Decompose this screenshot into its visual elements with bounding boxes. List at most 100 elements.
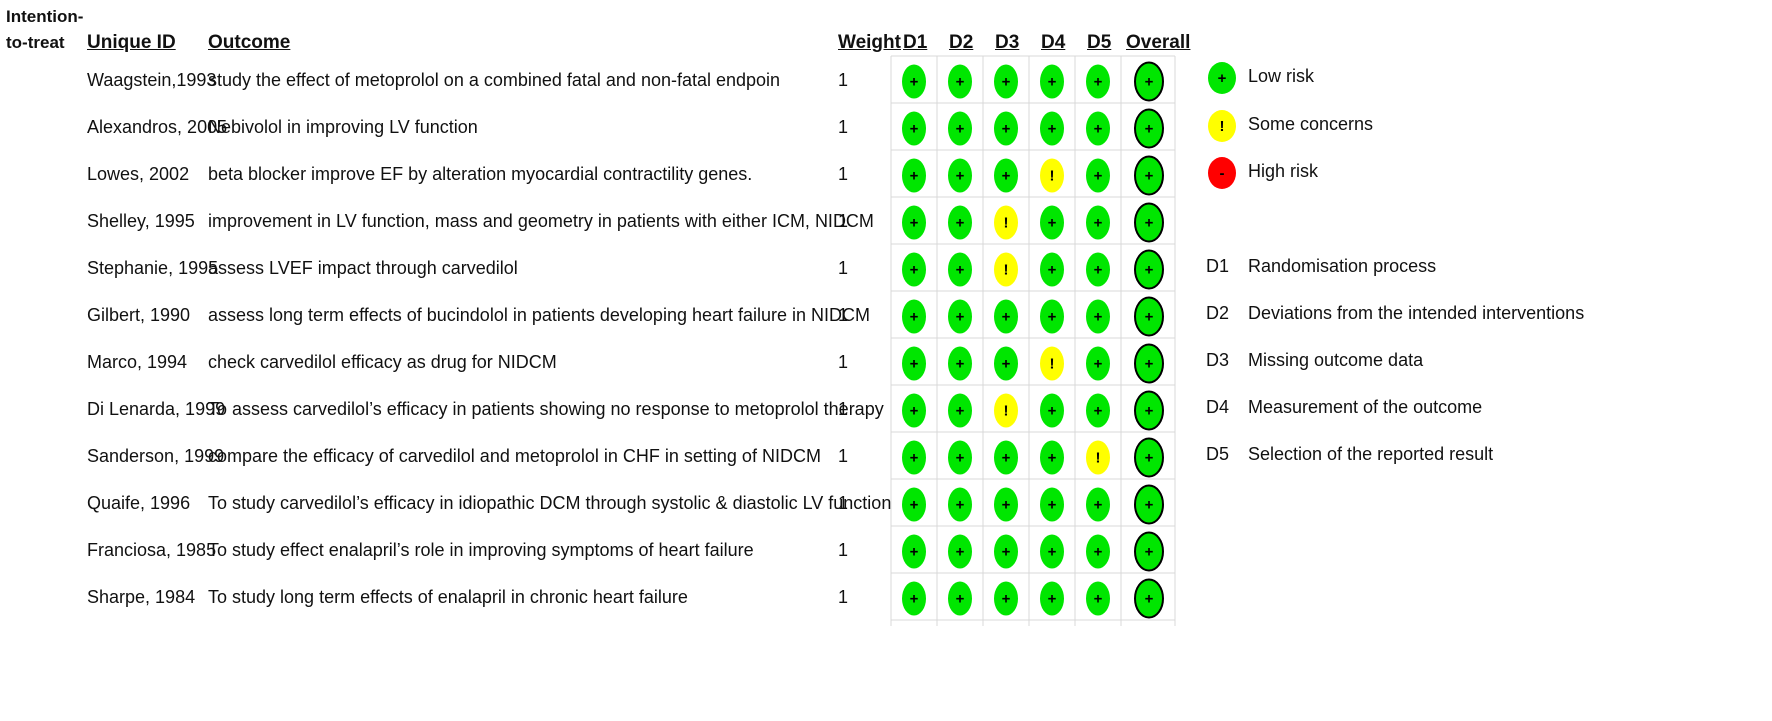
intention-to-treat-label-line2: to-treat: [6, 33, 65, 52]
rating-d1-marker-symbol: +: [910, 591, 919, 608]
legend-high-marker-symbol: -: [1220, 165, 1225, 182]
legend-some-marker-symbol: !: [1220, 118, 1225, 135]
rating-overall-marker: [1134, 343, 1164, 384]
rating-d4-marker-symbol: +: [1048, 450, 1057, 467]
rating-overall-marker: [1134, 390, 1164, 431]
rating-d2-marker: [948, 581, 972, 616]
rating-d2-marker: [948, 534, 972, 569]
rating-d5-marker: [1086, 158, 1110, 193]
rating-d1-marker-symbol: +: [910, 168, 919, 185]
rating-d2-marker: [948, 64, 972, 99]
rating-d3-marker-symbol: +: [1002, 168, 1011, 185]
legend-domain-label: Randomisation process: [1248, 256, 1437, 276]
rating-d4-marker: [1040, 534, 1064, 569]
rating-d5-marker: [1086, 346, 1110, 381]
legend-domain-code: D2: [1206, 303, 1230, 323]
rating-d2-marker-symbol: +: [956, 121, 965, 138]
rating-d1-marker: [902, 158, 926, 193]
rating-d4-marker: [1040, 440, 1064, 475]
rating-overall-marker: [1134, 578, 1164, 619]
rating-d3-marker: [994, 393, 1018, 428]
rating-d4-marker: [1040, 581, 1064, 616]
rating-d4-marker: [1040, 158, 1064, 193]
rating-d3-marker-symbol: +: [1002, 309, 1011, 326]
rating-d3-marker-symbol: +: [1002, 121, 1011, 138]
rating-overall-marker-symbol: +: [1145, 121, 1154, 138]
rating-d4-marker: [1040, 393, 1064, 428]
rating-d3-marker-symbol: +: [1002, 356, 1011, 373]
rating-d5-marker-symbol: +: [1094, 497, 1103, 514]
rating-d5-marker: [1086, 252, 1110, 287]
rating-d4-marker: [1040, 346, 1064, 381]
rating-d5-marker: [1086, 64, 1110, 99]
rating-overall-marker-symbol: +: [1145, 450, 1154, 467]
header-unique-id: Unique ID: [87, 32, 176, 53]
study-id: Gilbert, 1990: [87, 304, 191, 325]
rating-overall-marker: [1134, 61, 1164, 102]
rating-overall-marker-symbol: +: [1145, 168, 1154, 185]
study-weight: 1: [838, 163, 849, 184]
rating-d3-marker: [994, 346, 1018, 381]
legend-domain-label: Deviations from the intended interventio…: [1248, 303, 1585, 323]
study-outcome: check carvedilol efficacy as drug for NI…: [208, 351, 557, 372]
rating-d1-marker: [902, 487, 926, 522]
header-d2: D2: [949, 32, 974, 53]
rating-d1-marker-symbol: +: [910, 450, 919, 467]
legend-domain-code: D5: [1206, 444, 1230, 464]
rating-d1-marker: [902, 252, 926, 287]
rating-d1-marker-symbol: +: [910, 403, 919, 420]
rating-overall-marker: [1134, 531, 1164, 572]
rating-overall-marker: [1134, 296, 1164, 337]
rating-overall-marker-symbol: +: [1145, 544, 1154, 561]
legend-domain-label: Measurement of the outcome: [1248, 397, 1483, 417]
rating-d1-marker: [902, 111, 926, 146]
study-outcome: Nebivolol in improving LV function: [208, 116, 478, 137]
rating-d5-marker: [1086, 534, 1110, 569]
rating-d1-marker: [902, 581, 926, 616]
rating-d3-marker-symbol: +: [1002, 497, 1011, 514]
rating-overall-marker: [1134, 202, 1164, 243]
study-weight: 1: [838, 586, 849, 607]
rating-d3-marker: [994, 252, 1018, 287]
rating-d5-marker-symbol: +: [1094, 403, 1103, 420]
legend-high-label: High risk: [1248, 161, 1319, 181]
header-outcome: Outcome: [208, 32, 291, 53]
rating-d4-marker: [1040, 111, 1064, 146]
rating-d5-marker-symbol: +: [1094, 591, 1103, 608]
rating-d2-marker: [948, 205, 972, 240]
rating-d2-marker-symbol: +: [956, 356, 965, 373]
intention-to-treat-label-line1: Intention-: [6, 7, 84, 26]
rating-d5-marker: [1086, 440, 1110, 475]
study-weight: 1: [838, 304, 849, 325]
legend-low-label: Low risk: [1248, 66, 1315, 86]
rating-d4-marker-symbol: +: [1048, 591, 1057, 608]
rating-overall-marker-symbol: +: [1145, 262, 1154, 279]
rating-d2-marker: [948, 346, 972, 381]
legend-high-marker: [1208, 157, 1236, 189]
rating-d2-marker-symbol: +: [956, 168, 965, 185]
rating-d1-marker: [902, 346, 926, 381]
rating-d4-marker-symbol: !: [1050, 356, 1055, 373]
rating-d2-marker: [948, 111, 972, 146]
rating-d4-marker-symbol: +: [1048, 544, 1057, 561]
rating-d5-marker: [1086, 393, 1110, 428]
rating-d4-marker-symbol: +: [1048, 497, 1057, 514]
header-d4: D4: [1041, 32, 1066, 53]
header-d5: D5: [1087, 32, 1112, 53]
rating-d1-marker-symbol: +: [910, 262, 919, 279]
rating-d2-marker-symbol: +: [956, 591, 965, 608]
rating-overall-marker-symbol: +: [1145, 497, 1154, 514]
rating-overall-marker-symbol: +: [1145, 215, 1154, 232]
rating-d3-marker: [994, 205, 1018, 240]
rating-d5-marker-symbol: +: [1094, 168, 1103, 185]
study-id: Marco, 1994: [87, 351, 188, 372]
rating-d4-marker-symbol: +: [1048, 215, 1057, 232]
rating-overall-marker: [1134, 108, 1164, 149]
study-id: Sanderson, 1999: [87, 445, 225, 466]
legend-low-marker-symbol: +: [1218, 70, 1227, 87]
rating-d5-marker: [1086, 487, 1110, 522]
study-outcome: improvement in LV function, mass and geo…: [208, 210, 874, 231]
legend-some-label: Some concerns: [1248, 114, 1374, 134]
rating-d3-marker-symbol: +: [1002, 450, 1011, 467]
